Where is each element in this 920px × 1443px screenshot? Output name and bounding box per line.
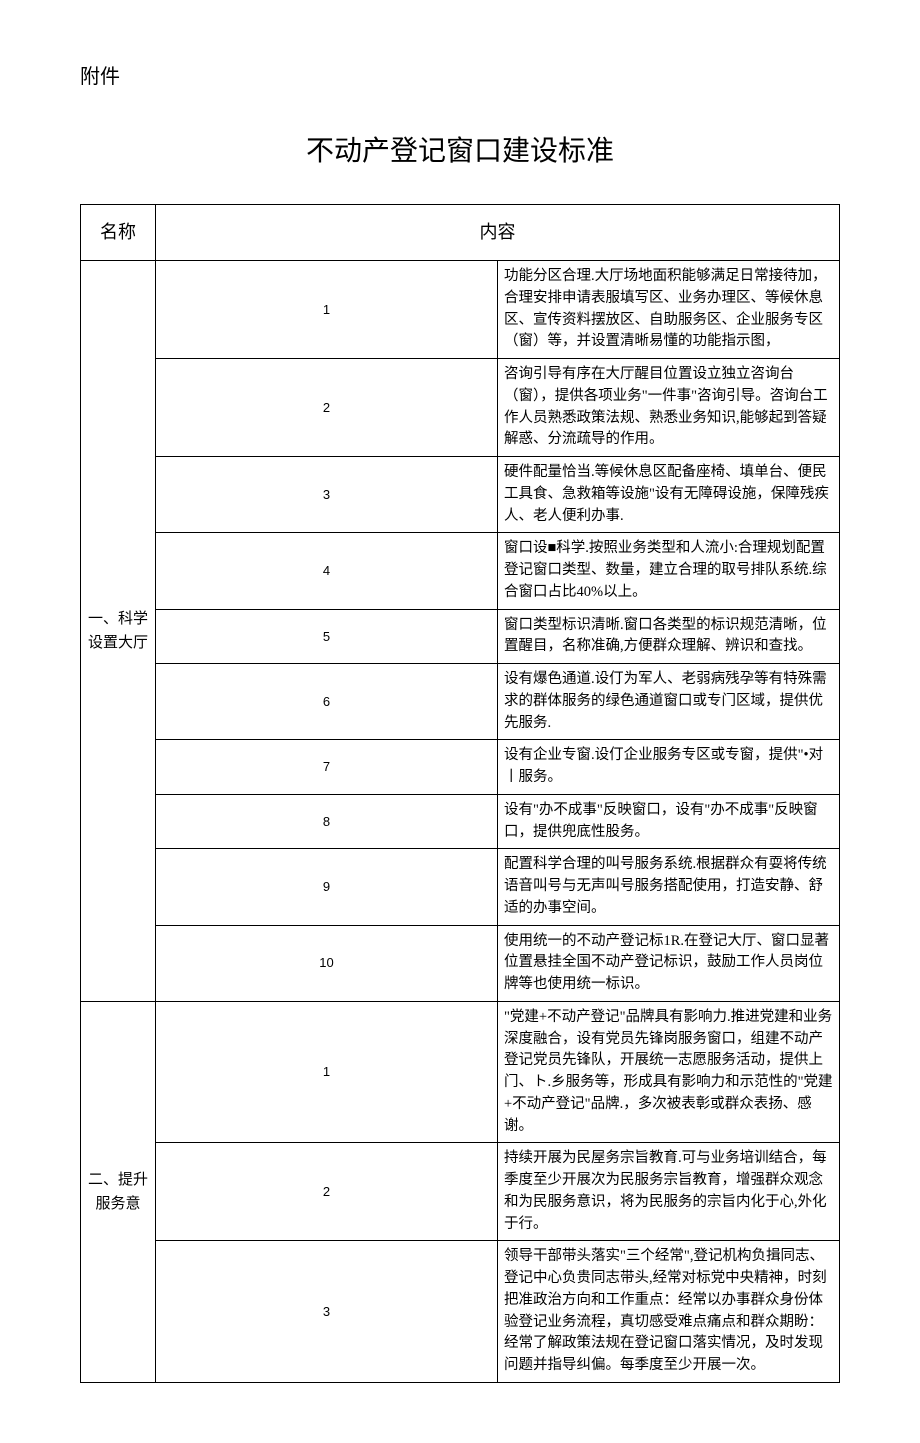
row-content: 窗口设■科学.按照业务类型和人流小:合理规划配置登记窗口类型、数量，建立合理的取… [498, 533, 840, 609]
row-number: 5 [156, 609, 498, 664]
row-content: 设有"办不成事"反映窗口，设有"办不成事"反映窗口，提供兜底性股务。 [498, 794, 840, 849]
table-row: 3领导干部带头落实"三个经常",登记机构负揖同志、登记中心负贵同志带头,经常对标… [81, 1241, 840, 1383]
table-row: 2咨询引导有序在大厅醒目位置设立独立咨询台（窗），提供各项业务"一件事"咨询引导… [81, 359, 840, 457]
row-number: 3 [156, 457, 498, 533]
row-content: "党建+不动产登记"品牌具有影响力.推进党建和业务深度融合，设有党员先锋岗服务窗… [498, 1001, 840, 1143]
row-content: 使用统一的不动产登记标1R.在登记大厅、窗口显著位置悬挂全国不动产登记标识，鼓励… [498, 925, 840, 1001]
row-content: 设有企业专窗.设仃企业服务专区或专窗，提供"•对丨服务。 [498, 740, 840, 795]
row-content: 配置科学合理的叫号服务系统.根据群众有耍将传统语音叫号与无声叫号服务搭配使用，打… [498, 849, 840, 925]
table-row: 2持续开展为民屋务宗旨教育.可与业务培训结合，每季度至少开展次为民服务宗旨教育，… [81, 1143, 840, 1241]
header-name: 名称 [81, 205, 156, 261]
row-content: 功能分区合理.大厅场地面积能够满足日常接待加，合理安排申请表服填写区、业务办理区… [498, 261, 840, 359]
table-row: 5窗口类型标识清晰.窗口各类型的标识规范清晰，位置醒目，名称准确,方便群众理解、… [81, 609, 840, 664]
row-content: 设有爆色通道.设仃为军人、老弱病残孕等有特殊需求的群体服务的绿色通道窗口或专门区… [498, 664, 840, 740]
standards-table: 名称 内容 一、科学设置大厅1功能分区合理.大厅场地面积能够满足日常接待加，合理… [80, 204, 840, 1383]
category-cell: 一、科学设置大厅 [81, 261, 156, 1002]
table-row: 4窗口设■科学.按照业务类型和人流小:合理规划配置登记窗口类型、数量，建立合理的… [81, 533, 840, 609]
table-row: 6设有爆色通道.设仃为军人、老弱病残孕等有特殊需求的群体服务的绿色通道窗口或专门… [81, 664, 840, 740]
table-row: 7设有企业专窗.设仃企业服务专区或专窗，提供"•对丨服务。 [81, 740, 840, 795]
row-content: 窗口类型标识清晰.窗口各类型的标识规范清晰，位置醒目，名称准确,方便群众理解、辨… [498, 609, 840, 664]
row-number: 7 [156, 740, 498, 795]
row-content: 持续开展为民屋务宗旨教育.可与业务培训结合，每季度至少开展次为民服务宗旨教育，增… [498, 1143, 840, 1241]
table-row: 9配置科学合理的叫号服务系统.根据群众有耍将传统语音叫号与无声叫号服务搭配使用，… [81, 849, 840, 925]
row-number: 9 [156, 849, 498, 925]
row-number: 4 [156, 533, 498, 609]
row-number: 3 [156, 1241, 498, 1383]
table-row: 10使用统一的不动产登记标1R.在登记大厅、窗口显著位置悬挂全国不动产登记标识，… [81, 925, 840, 1001]
header-content: 内容 [156, 205, 840, 261]
row-number: 2 [156, 359, 498, 457]
attachment-label: 附件 [80, 60, 840, 89]
row-number: 2 [156, 1143, 498, 1241]
category-cell: 二、提升服务意 [81, 1001, 156, 1382]
row-content: 硬件配量恰当.等候休息区配备座椅、填单台、便民工具食、急救箱等设施"设有无障碍设… [498, 457, 840, 533]
row-content: 咨询引导有序在大厅醒目位置设立独立咨询台（窗），提供各项业务"一件事"咨询引导。… [498, 359, 840, 457]
row-number: 1 [156, 261, 498, 359]
row-number: 10 [156, 925, 498, 1001]
table-row: 3硬件配量恰当.等候休息区配备座椅、填单台、便民工具食、急救箱等设施"设有无障碍… [81, 457, 840, 533]
table-header-row: 名称 内容 [81, 205, 840, 261]
table-row: 一、科学设置大厅1功能分区合理.大厅场地面积能够满足日常接待加，合理安排申请表服… [81, 261, 840, 359]
row-number: 6 [156, 664, 498, 740]
table-row: 8设有"办不成事"反映窗口，设有"办不成事"反映窗口，提供兜底性股务。 [81, 794, 840, 849]
row-content: 领导干部带头落实"三个经常",登记机构负揖同志、登记中心负贵同志带头,经常对标党… [498, 1241, 840, 1383]
table-row: 二、提升服务意1"党建+不动产登记"品牌具有影响力.推进党建和业务深度融合，设有… [81, 1001, 840, 1143]
document-title: 不动产登记窗口建设标准 [80, 129, 840, 169]
row-number: 1 [156, 1001, 498, 1143]
row-number: 8 [156, 794, 498, 849]
